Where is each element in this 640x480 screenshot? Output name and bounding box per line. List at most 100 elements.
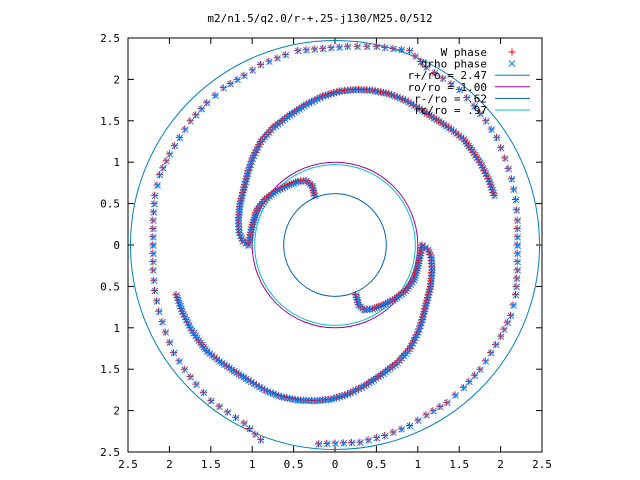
drho-phase-point — [149, 217, 157, 225]
drho-phase-point — [232, 414, 240, 422]
drho-phase-point — [507, 312, 515, 320]
drho-phase-point — [365, 437, 372, 444]
drho-phase-point — [300, 397, 308, 404]
x-tick-label: 0.5 — [284, 458, 304, 471]
x-tick-label: 0.5 — [366, 458, 386, 471]
drho-phase-point — [471, 103, 478, 110]
drho-phase-point — [452, 392, 459, 399]
y-tick-label: 1.5 — [100, 115, 120, 128]
drho-phase-point — [460, 384, 468, 392]
drho-phase-point — [513, 283, 520, 291]
drho-phase-point — [294, 47, 302, 55]
y-tick-label: 2.5 — [100, 32, 120, 45]
drho-phase-point — [193, 381, 200, 388]
drho-phase-point — [514, 217, 522, 225]
drho-phase-point — [159, 318, 166, 326]
drho-phase-point — [497, 333, 505, 340]
drho-phase-point — [352, 291, 360, 299]
drho-phase-point — [181, 366, 189, 374]
drho-phase-point — [212, 92, 219, 99]
drho-phase-point — [234, 76, 241, 84]
y-tick-label: 1 — [113, 322, 120, 335]
drho-phase-point — [356, 439, 364, 446]
drho-phase-point — [477, 110, 484, 118]
legend-label: r-/ro = .62 — [414, 92, 487, 105]
drho-phase-point — [315, 440, 323, 448]
drho-phase-point — [514, 233, 522, 241]
drho-phase-point — [505, 165, 512, 173]
drho-phase-point — [241, 72, 248, 80]
circles-layer — [129, 39, 541, 451]
drho-phase-point — [170, 349, 178, 357]
y-tick-label: 2 — [113, 73, 120, 86]
drho-phase-point — [192, 111, 200, 119]
drho-phase-point — [159, 164, 167, 172]
x-tick-label: 1 — [414, 458, 421, 471]
drho-phase-point — [303, 397, 310, 405]
drho-phase-point — [497, 144, 505, 152]
drho-phase-point — [156, 171, 164, 179]
drho-phase-point — [398, 425, 406, 433]
drho-phase-point — [514, 266, 522, 274]
drho-phase-point — [482, 358, 490, 365]
drho-phase-point — [246, 425, 254, 433]
drho-phase-point — [216, 403, 223, 411]
drho-phase-point — [220, 84, 228, 92]
drho-phase-point — [163, 157, 170, 165]
drho-phase-point — [417, 58, 425, 66]
drho-phase-point — [171, 142, 179, 150]
drho-phase-point — [406, 47, 414, 55]
drho-phase-point — [504, 319, 512, 327]
drho-phase-point — [207, 397, 215, 405]
drho-phase-point — [297, 397, 305, 404]
drho-phase-point — [430, 407, 437, 415]
drho-phase-point — [224, 408, 232, 416]
drho-phase-point — [406, 422, 414, 430]
drho-phase-point — [149, 242, 157, 249]
drho-phase-point — [501, 326, 508, 334]
drho-phase-point — [200, 389, 208, 397]
drho-phase-point — [241, 420, 248, 427]
drho-phase-point — [303, 46, 310, 54]
drho-phase-point — [249, 67, 257, 74]
drho-phase-point — [340, 439, 348, 447]
drho-phase-point — [512, 291, 520, 299]
legend-label: ro/ro = 1.00 — [408, 81, 487, 94]
drho-phase-point — [463, 94, 471, 102]
drho-phase-point — [151, 192, 159, 200]
drho-phase-point — [381, 432, 389, 440]
drho-phase-point — [282, 51, 290, 59]
drho-phase-point — [149, 250, 157, 258]
chart-title: m2/n1.5/q2.0/r-+.25-j130/M25.0/512 — [207, 12, 432, 25]
drho-phase-point — [448, 80, 455, 88]
drho-phase-point — [323, 440, 331, 448]
drho-phase-point — [373, 43, 381, 51]
drho-phase-point — [311, 397, 319, 405]
drho-phase-point — [510, 186, 518, 193]
drho-phase-point — [510, 302, 517, 309]
legend-label: rc/ro = .97 — [414, 104, 487, 117]
drho-phase-point — [308, 397, 316, 405]
circle-3 — [254, 164, 416, 326]
drho-phase-point — [257, 61, 265, 69]
drho-phase-point — [173, 291, 180, 299]
y-tick-label: 0.5 — [100, 198, 120, 211]
drho-phase-point — [344, 43, 352, 51]
drho-phase-point — [514, 225, 522, 233]
y-tick-label: 2 — [113, 405, 120, 418]
x-tick-label: 1 — [249, 458, 256, 471]
y-tick-label: 1.5 — [100, 363, 120, 376]
y-tick-label: 1 — [113, 156, 120, 169]
drho-phase-point — [150, 209, 158, 216]
drho-phase-point — [311, 192, 319, 200]
drho-phase-point — [181, 126, 189, 133]
drho-phase-point — [488, 126, 495, 133]
drho-phase-point — [492, 341, 500, 349]
legend-label: W phase — [441, 46, 487, 59]
x-tick-label: 1.5 — [449, 458, 469, 471]
x-tick-label: 2.5 — [118, 458, 138, 471]
drho-phase-point — [151, 200, 158, 208]
drho-phase-point — [437, 403, 444, 411]
drho-phase-point — [336, 44, 343, 51]
